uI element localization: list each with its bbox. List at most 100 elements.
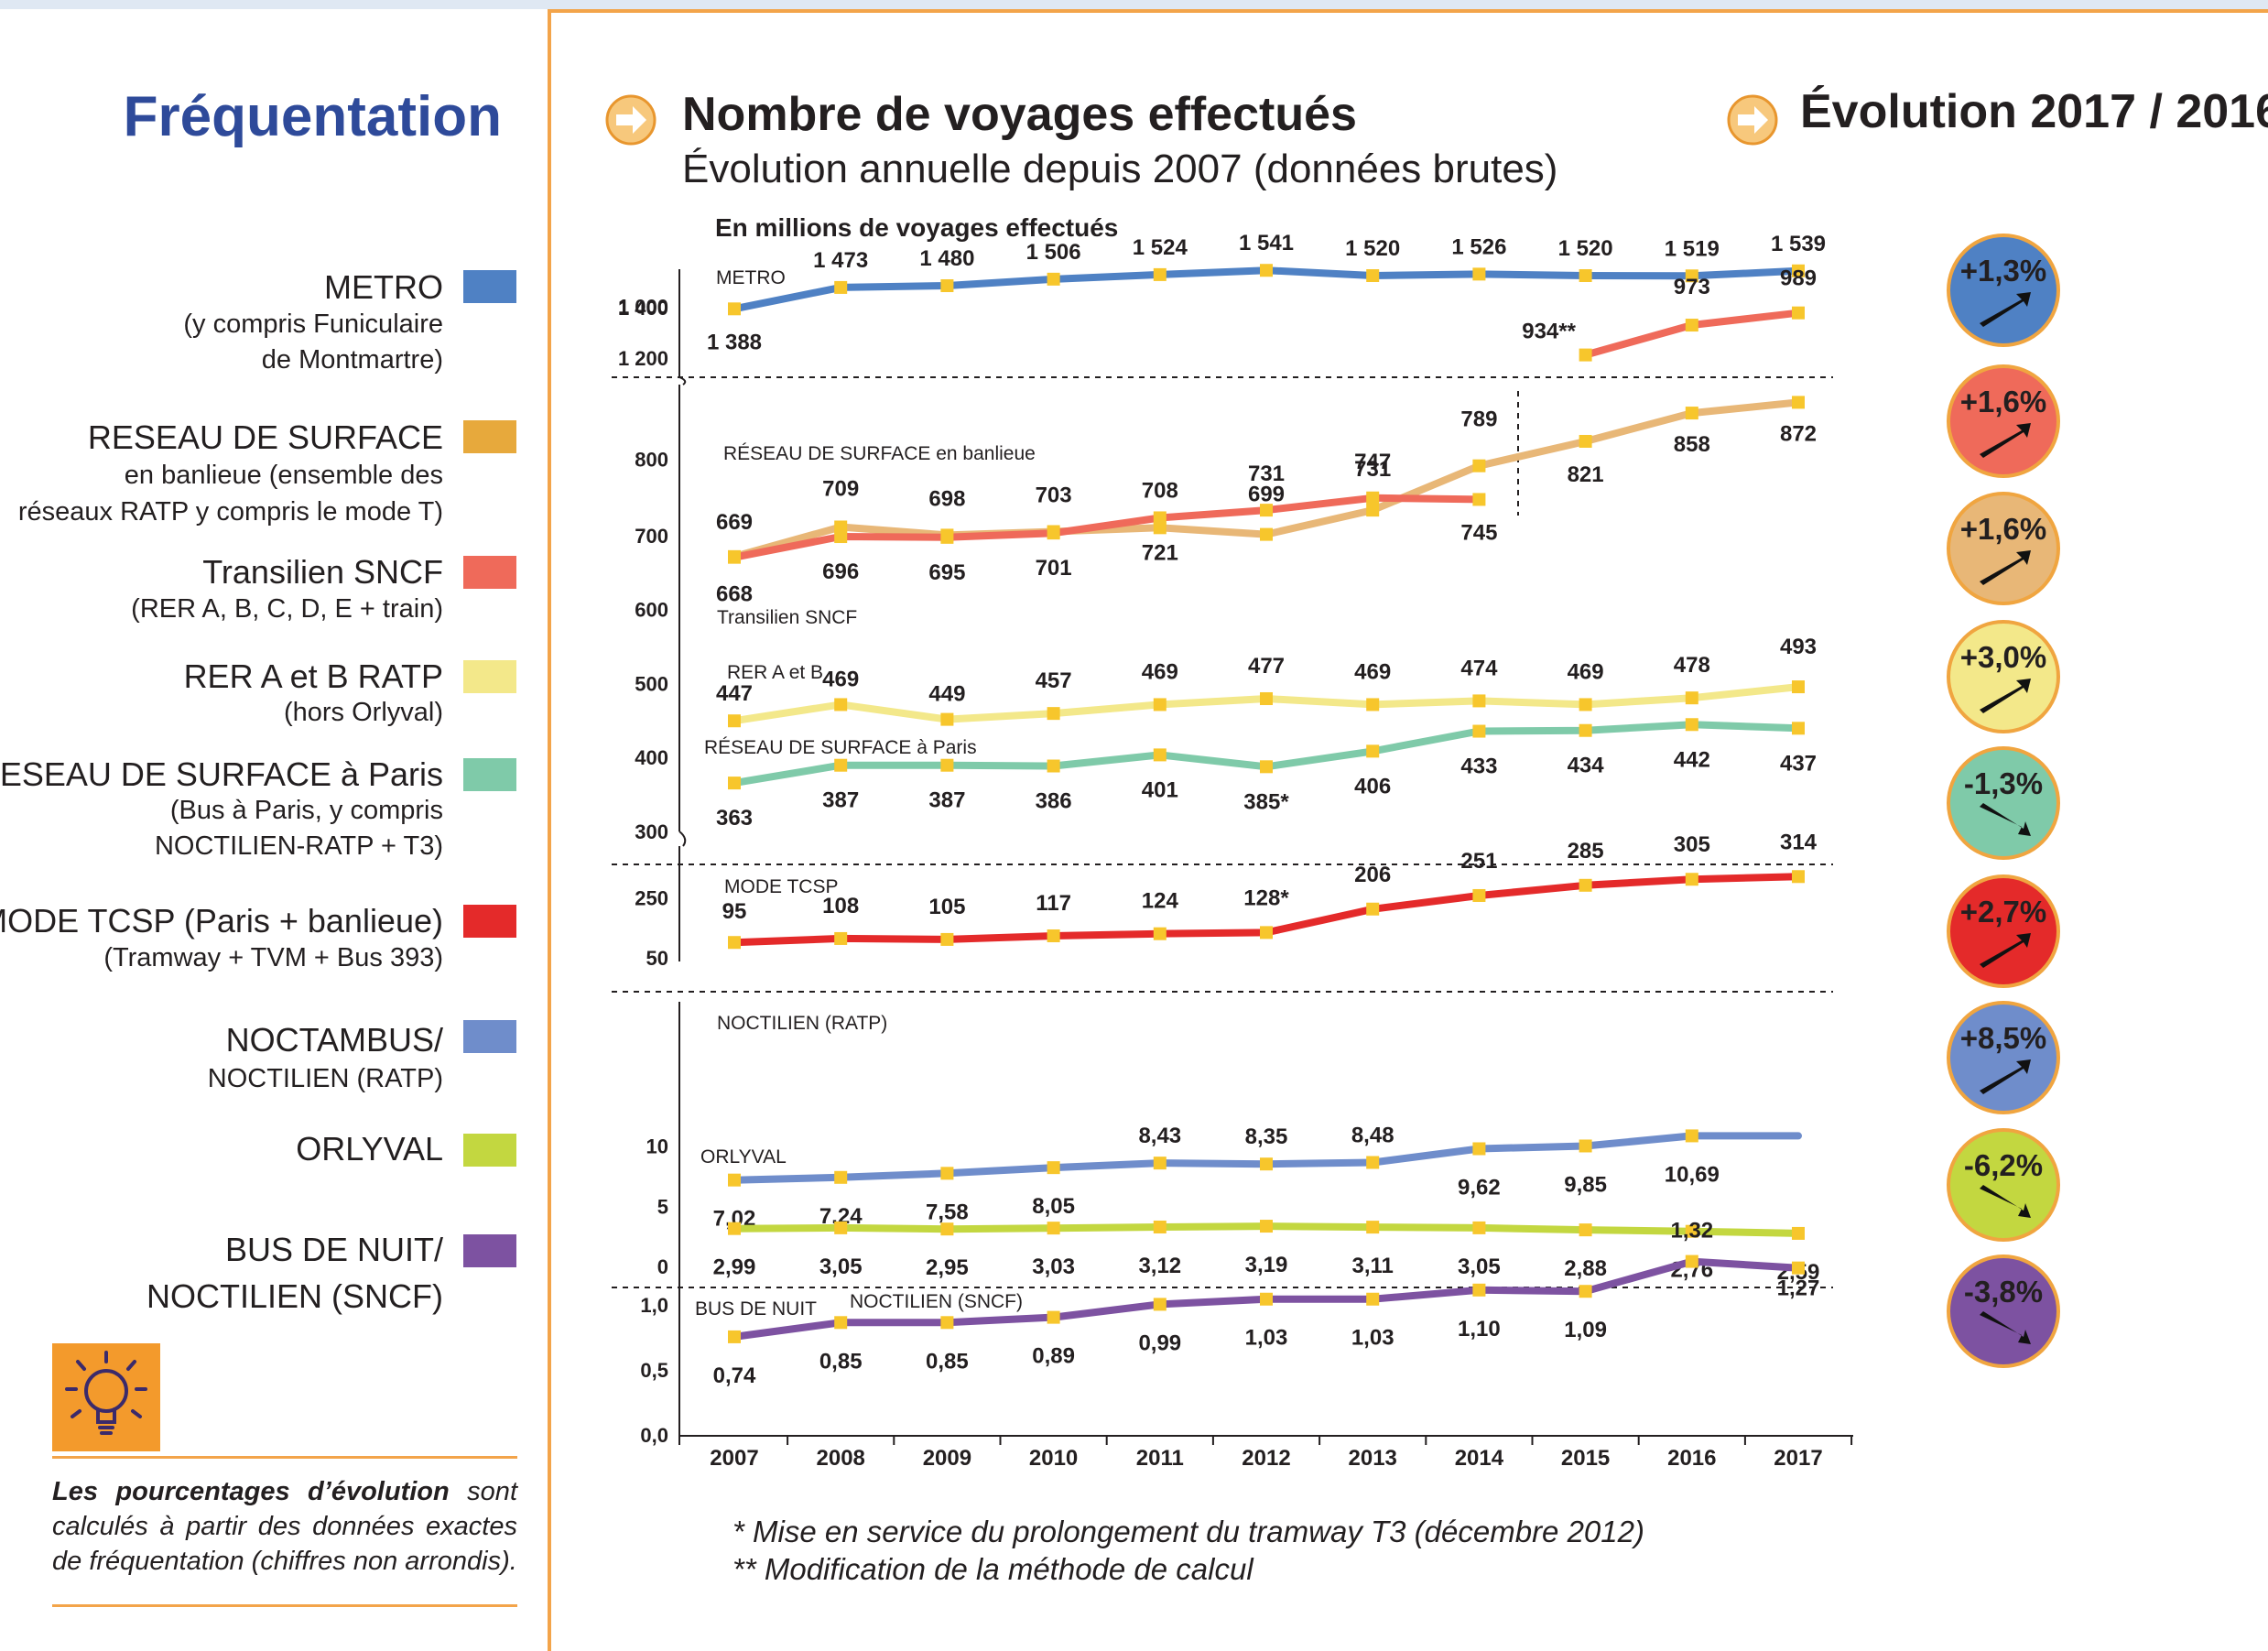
section-title: Fréquentation (123, 85, 502, 148)
data-label: 696 (822, 559, 859, 584)
data-label: 469 (1354, 659, 1391, 684)
data-label: 469 (822, 667, 859, 691)
data-label: 493 (1780, 635, 1817, 659)
data-point (1366, 504, 1380, 517)
data-point (1579, 723, 1592, 737)
legend-swatch-tcsp (463, 905, 516, 938)
series-title: RÉSEAU DE SURFACE en banlieue (723, 443, 1036, 464)
series-line (731, 494, 1483, 561)
x-tick-label: 2010 (1029, 1446, 1078, 1471)
y-tick-label: 400 (635, 746, 668, 769)
legend-label-bus-nuit: BUS DE NUIT/ (224, 1231, 443, 1268)
data-label: 989 (1780, 266, 1817, 291)
data-point (1685, 319, 1698, 332)
data-label: 1 480 (919, 246, 974, 271)
data-label: 669 (716, 510, 753, 535)
note-bottom-rule (52, 1604, 517, 1607)
data-label: 3,05 (1458, 1255, 1501, 1279)
data-point (728, 714, 741, 728)
y-tick-label: 5 (657, 1195, 668, 1218)
data-label: 9,62 (1458, 1175, 1501, 1200)
data-point (1792, 396, 1805, 409)
data-label: 747 (1354, 450, 1391, 474)
arrow-right-icon (1727, 94, 1778, 146)
evolution-pct: -3,8% (1963, 1275, 2044, 1309)
data-label: 1 520 (1345, 236, 1400, 261)
legend-label-metro: METRO (324, 268, 443, 306)
data-point (940, 279, 954, 292)
evolution-pct: +1,3% (1959, 254, 2047, 288)
legend-sub-surface-banlieue-1: en banlieue (ensemble des (124, 461, 443, 490)
y-tick-label: 50 (646, 947, 668, 970)
evolution-badge: -6,2% (1947, 1128, 2060, 1242)
y-tick-label: 500 (635, 672, 668, 695)
x-tick-label: 2008 (817, 1446, 865, 1471)
data-point (1792, 1261, 1805, 1275)
data-point (728, 550, 741, 564)
y-tick-label: 0 (657, 1255, 668, 1278)
data-label: 385* (1243, 789, 1289, 814)
data-label: 457 (1036, 668, 1072, 693)
data-label: 108 (822, 894, 859, 918)
data-label: 0,99 (1138, 1331, 1181, 1355)
arrow-shape (1980, 292, 2031, 327)
data-label: 2,99 (713, 1255, 756, 1280)
data-label: 2,95 (926, 1255, 969, 1280)
data-label: 709 (822, 476, 859, 501)
data-point (1472, 459, 1486, 472)
arrow-shape (1980, 679, 2031, 713)
x-tick-label: 2011 (1136, 1446, 1184, 1471)
y-tick-label: 0,5 (640, 1359, 668, 1382)
data-point (1792, 680, 1805, 694)
evolution-badge: +1,3% (1947, 234, 2060, 347)
y-tick-label: 300 (635, 820, 668, 843)
legend-swatch-bus-nuit (463, 1234, 516, 1267)
data-label: 703 (1036, 483, 1072, 507)
y-tick-label: 1 400 (618, 297, 668, 320)
data-point (1260, 504, 1273, 517)
data-point (1366, 269, 1380, 282)
data-point (1366, 1292, 1380, 1306)
evolution-pct: +8,5% (1959, 1021, 2047, 1055)
data-point (1366, 902, 1380, 916)
data-point (1260, 926, 1273, 940)
data-label: 731 (1248, 462, 1285, 486)
data-label: 3,19 (1245, 1253, 1288, 1277)
data-point (1366, 698, 1380, 711)
series-title: ORLYVAL (700, 1146, 787, 1168)
data-point (1579, 348, 1592, 362)
data-point (1366, 744, 1380, 758)
data-label: 695 (928, 560, 965, 585)
series-title: NOCTILIEN (SNCF) (850, 1291, 1023, 1312)
legend-label-surface-banlieue: RESEAU DE SURFACE (87, 418, 443, 456)
arrow-shape (1980, 1311, 2031, 1344)
arrow-up-right-icon (1980, 1059, 2031, 1094)
data-point (1047, 272, 1060, 286)
legend-label-orlyval: ORLYVAL (296, 1130, 443, 1168)
data-point (1579, 269, 1592, 282)
legend-swatch-noctambus (463, 1020, 516, 1053)
chart-subtitle: Évolution annuelle depuis 2007 (données … (682, 147, 1558, 191)
legend-swatch-orlyval (463, 1134, 516, 1167)
data-point (1472, 694, 1486, 708)
evolution-badge: +1,6% (1947, 492, 2060, 605)
data-label: 8,35 (1245, 1124, 1288, 1149)
data-label: 437 (1780, 751, 1817, 776)
data-label: 934** (1522, 320, 1576, 344)
arrow-up-right-icon (1980, 933, 2031, 968)
legend-label-rer: RER A et B RATP (183, 657, 443, 695)
footnote-1: * Mise en service du prolongement du tra… (732, 1515, 1644, 1548)
data-point (1685, 691, 1698, 705)
evolution-badge: +1,6% (1947, 364, 2060, 478)
data-point (834, 280, 848, 294)
data-point (1153, 1220, 1167, 1233)
x-tick-label: 2012 (1242, 1446, 1290, 1471)
data-point (1685, 718, 1698, 732)
data-label: 1 473 (813, 248, 868, 273)
data-label: 95 (722, 899, 747, 924)
data-point (1472, 888, 1486, 902)
y-tick-label: 700 (635, 525, 668, 548)
data-label: 0,85 (819, 1349, 863, 1374)
data-label: 3,05 (819, 1255, 863, 1279)
